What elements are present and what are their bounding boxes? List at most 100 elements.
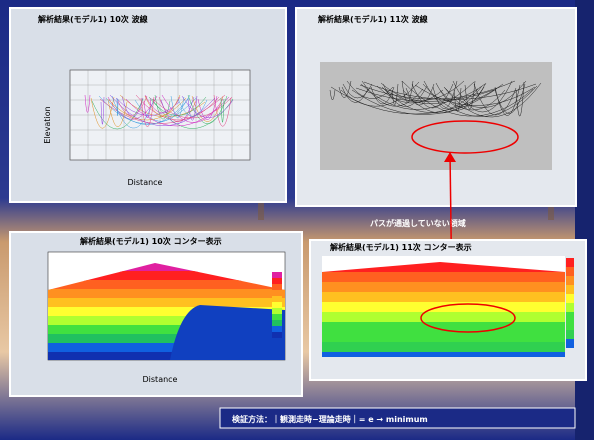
legend-swatch: [272, 314, 282, 320]
legend-swatch: [566, 285, 574, 294]
contour-band: [322, 302, 565, 313]
ray: [108, 97, 187, 121]
ray: [443, 82, 542, 118]
ray: [99, 94, 226, 124]
color-legend: [566, 258, 574, 348]
panel-title: 解析結果(モデル1) 11次 コンター表示: [330, 242, 472, 252]
ray: [116, 97, 119, 116]
ray: [401, 80, 414, 103]
ray: [515, 81, 525, 117]
ray: [405, 83, 435, 106]
contour-band: [48, 325, 285, 335]
ray: [91, 98, 144, 130]
panel-title: 解析結果(モデル1) 10次 コンター表示: [80, 236, 222, 246]
ray: [494, 84, 521, 116]
contour: [322, 262, 565, 357]
contour-band: [48, 280, 285, 290]
legend-swatch: [272, 296, 282, 302]
y-axis-label: Elevation: [43, 106, 52, 143]
highlight-ellipse: [420, 303, 516, 333]
formula: 検証方法：｜観測走時−理論走時｜= e → minimum: [232, 414, 428, 424]
plot-area: [320, 62, 552, 170]
ray: [135, 94, 220, 121]
contour-band: [170, 305, 285, 360]
contour-band: [322, 352, 565, 357]
legend-swatch: [566, 267, 574, 276]
contour-band: [48, 307, 285, 317]
legend-swatch: [272, 272, 282, 278]
ray: [220, 97, 225, 123]
ray: [351, 83, 504, 115]
ray: [140, 96, 155, 127]
contour-band: [322, 312, 565, 323]
contour-band: [48, 298, 285, 308]
panel-title: 解析結果(モデル1) 10次 波線: [38, 14, 148, 24]
color-legend: [272, 272, 282, 338]
ray: [161, 94, 224, 123]
legend-swatch: [566, 276, 574, 285]
x-axis-label: Distance: [143, 375, 178, 384]
ray: [181, 95, 234, 118]
ray: [439, 89, 506, 111]
ray: [90, 96, 115, 129]
ray: [453, 87, 462, 112]
legend-swatch: [566, 321, 574, 330]
contour-band: [48, 334, 285, 344]
ray: [363, 81, 537, 100]
legend-swatch: [566, 294, 574, 303]
legend-swatch: [566, 258, 574, 267]
ray: [422, 83, 538, 117]
ray: [187, 94, 228, 124]
ray: [338, 80, 352, 98]
ray: [329, 89, 336, 101]
arrow-head: [444, 152, 456, 162]
ray: [84, 94, 91, 113]
ray: [423, 80, 487, 111]
ray: [117, 95, 148, 116]
legend-swatch: [566, 303, 574, 312]
legend-swatch: [566, 330, 574, 339]
contour-band: [48, 263, 285, 272]
ray: [170, 95, 185, 118]
contour-band: [48, 352, 285, 360]
ray: [376, 85, 444, 104]
ray-paths: [84, 94, 234, 130]
contour-band: [322, 272, 565, 283]
contour: [48, 263, 285, 360]
panel-title: 解析結果(モデル1) 11次 波線: [318, 14, 428, 24]
ray: [109, 94, 216, 126]
ray: [380, 80, 465, 101]
formula-box: [219, 407, 576, 429]
contour-band: [322, 282, 565, 293]
ray: [191, 95, 224, 122]
ray: [360, 81, 475, 110]
x-axis-label: Distance: [128, 178, 163, 187]
contour-band: [322, 332, 565, 343]
legend-swatch: [272, 332, 282, 338]
contour-band: [322, 322, 565, 333]
ray: [100, 96, 105, 125]
legend-swatch: [272, 284, 282, 290]
ray: [143, 97, 152, 118]
ray: [213, 94, 232, 127]
legend-swatch: [272, 302, 282, 308]
legend-swatch: [566, 312, 574, 321]
contour-band: [322, 262, 565, 273]
annotation: パスが通過していない領域: [370, 218, 466, 228]
ray: [342, 83, 373, 99]
legend-swatch: [272, 320, 282, 326]
contour-band: [48, 316, 285, 326]
contour-band: [322, 342, 565, 353]
contour-band: [48, 271, 285, 281]
ray: [381, 86, 479, 113]
ray: [340, 81, 420, 107]
ray: [346, 80, 394, 99]
legend-swatch: [272, 278, 282, 284]
ray: [341, 86, 369, 103]
highlight-ellipse: [411, 120, 519, 154]
ray: [401, 80, 534, 117]
contour-band: [48, 343, 285, 353]
contour-band: [322, 292, 565, 303]
ray: [177, 98, 208, 117]
